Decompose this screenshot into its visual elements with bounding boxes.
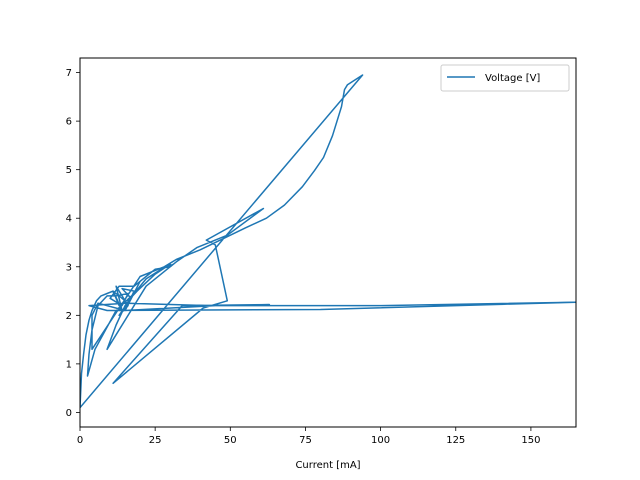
series-line-0	[80, 74, 576, 409]
legend: Voltage [V]	[440, 64, 570, 92]
x-tick-label: 125	[446, 435, 465, 446]
x-tick-label: 75	[299, 435, 312, 446]
legend-label: Voltage [V]	[485, 73, 540, 84]
plot-frame	[79, 57, 577, 428]
x-axis-label: Current [mA]	[295, 460, 360, 471]
y-tick-label: 5	[66, 165, 72, 176]
y-tick-label: 6	[66, 117, 72, 128]
x-tick-label: 0	[77, 435, 83, 446]
x-tick-label: 150	[521, 435, 540, 446]
x-tick-label: 25	[149, 435, 162, 446]
x-tick-label: 100	[371, 435, 390, 446]
y-tick-label: 1	[66, 359, 72, 370]
y-tick-label: 2	[66, 311, 72, 322]
axis-ticks: 0 25 50 75 100 125 150 0 1 2 3 4 5 6 7	[66, 68, 541, 446]
y-tick-label: 0	[66, 408, 72, 419]
legend-box	[440, 64, 570, 92]
y-tick-label: 7	[66, 68, 72, 79]
y-tick-label: 4	[66, 214, 72, 225]
y-tick-label: 3	[66, 262, 72, 273]
plot-area	[80, 74, 576, 409]
x-tick-label: 50	[224, 435, 237, 446]
